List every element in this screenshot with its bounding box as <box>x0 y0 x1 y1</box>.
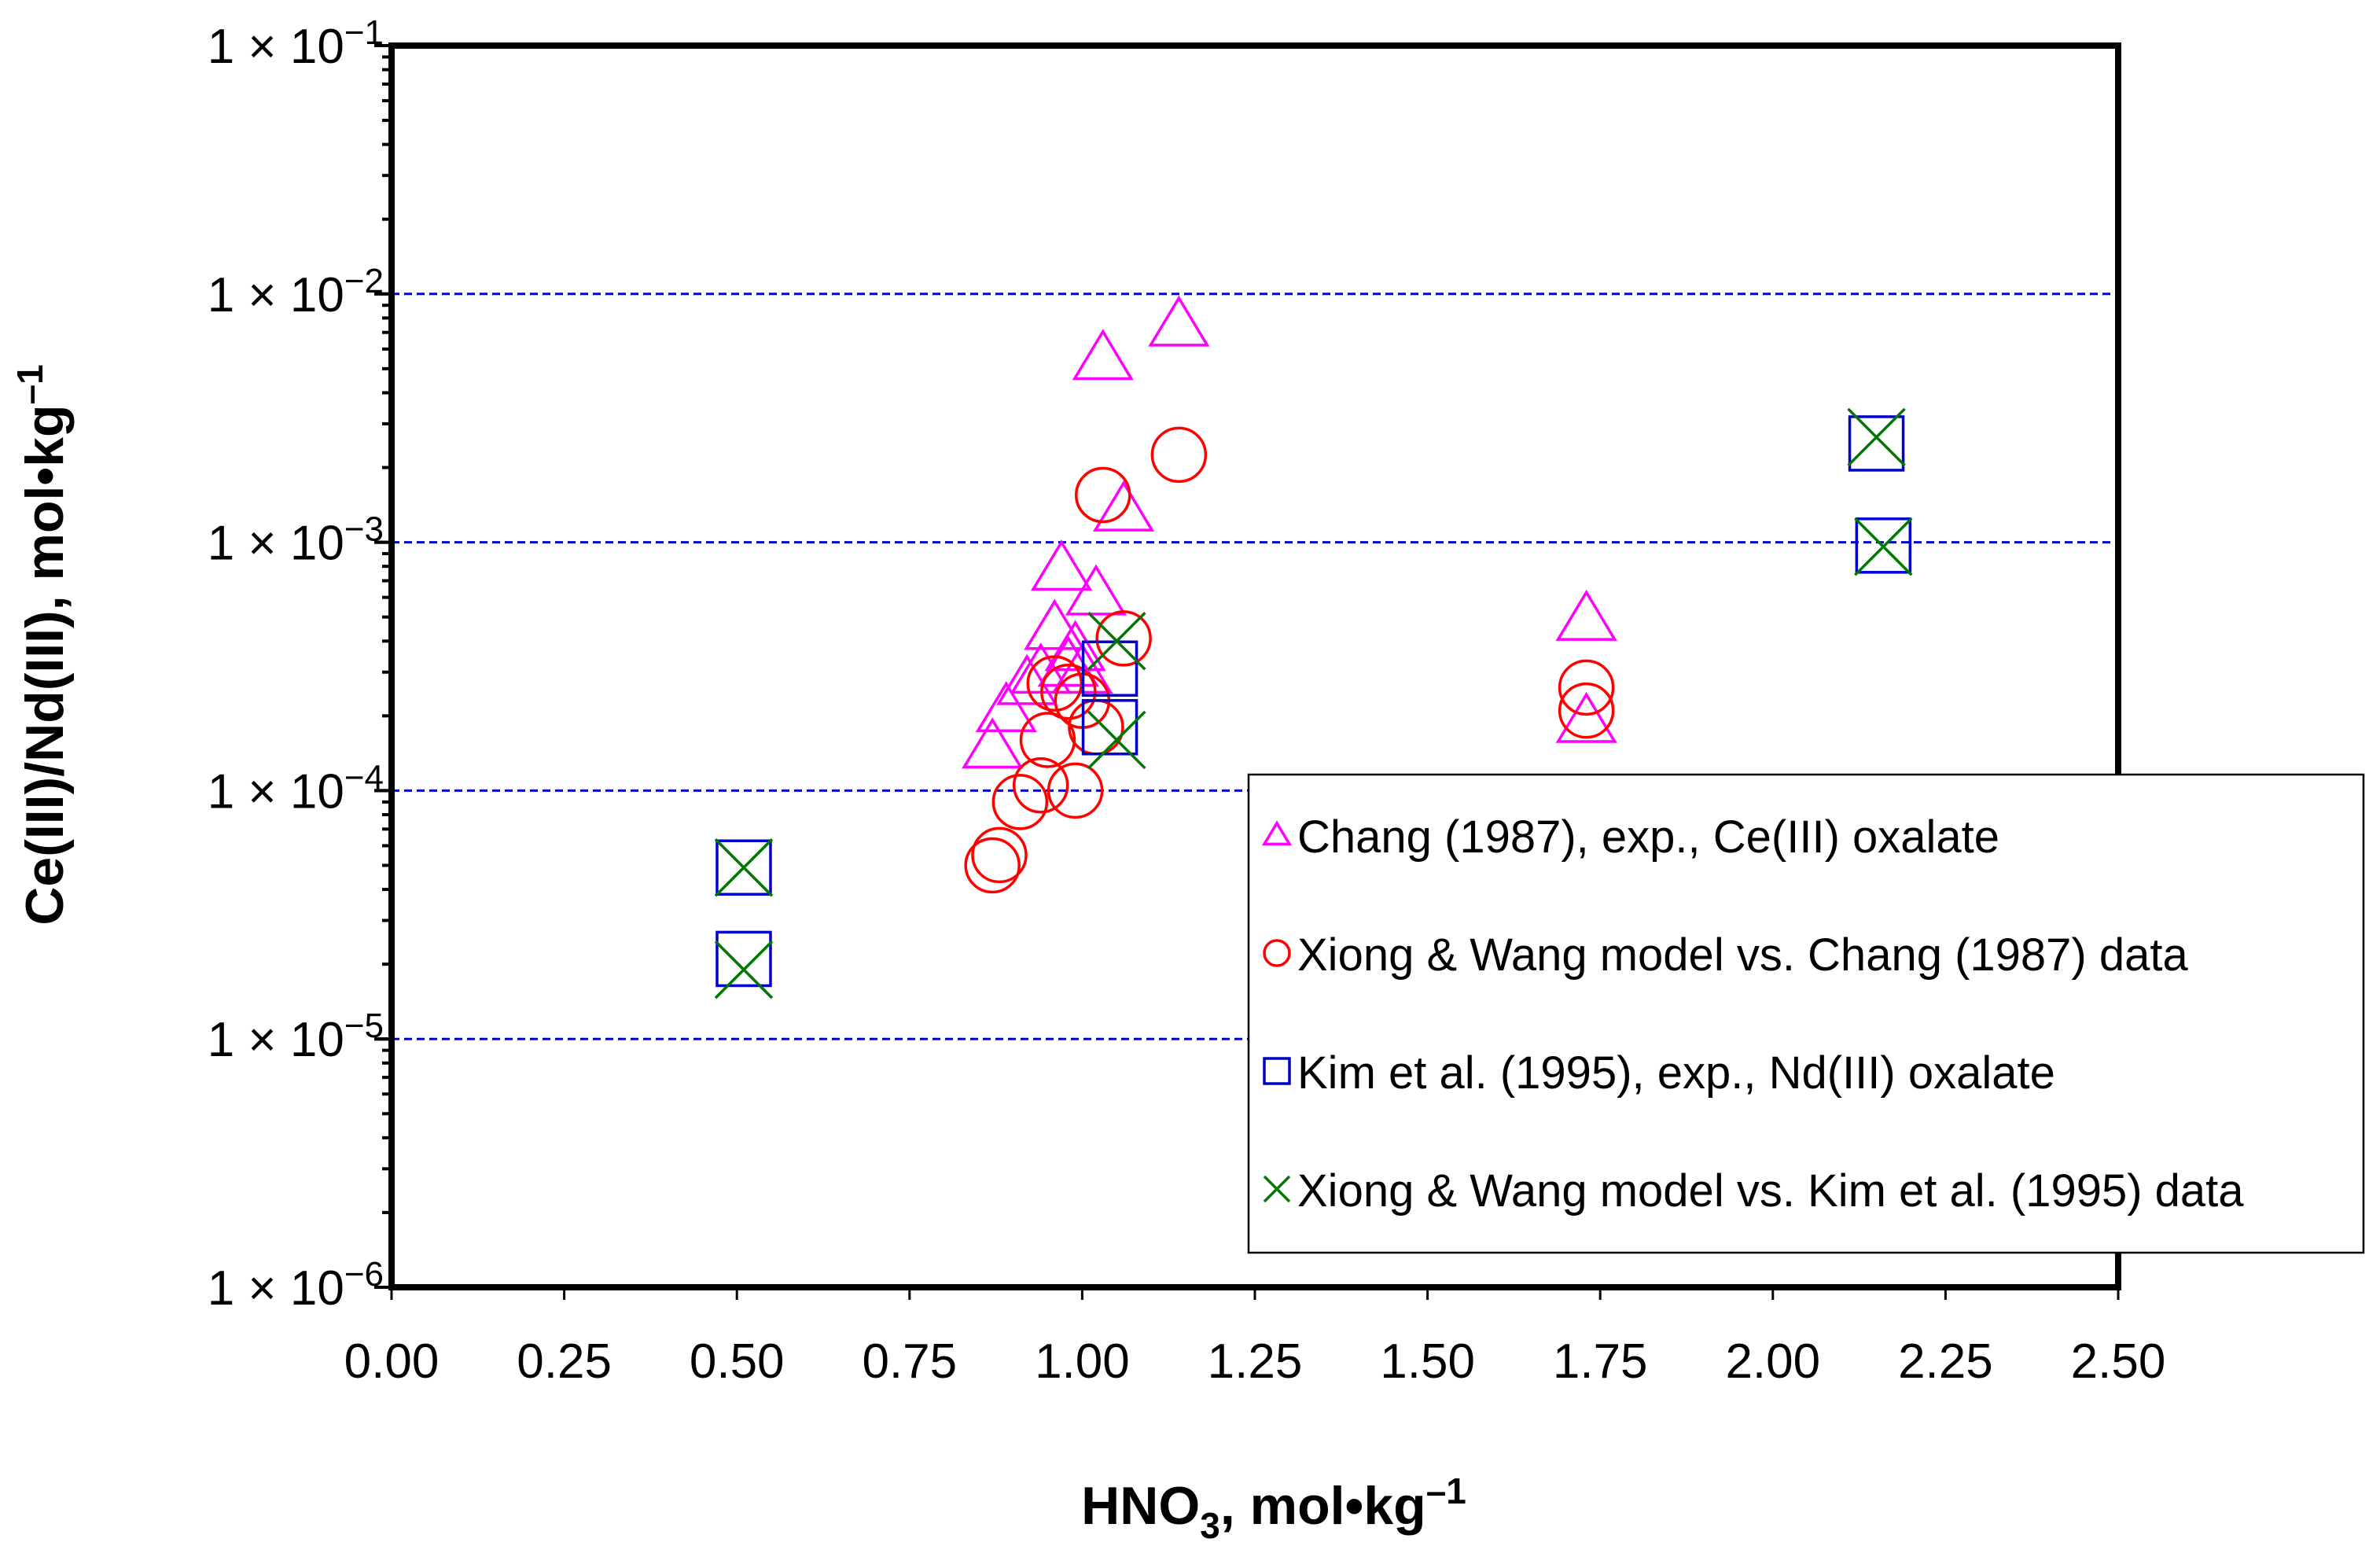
data-point-triangle <box>1044 620 1106 672</box>
y-tick-label: 1 × 10−1 <box>208 13 384 74</box>
y-axis-label: Ce(III)/Nd(III), mol•kg–1 <box>9 364 75 925</box>
x-tick-label: 2.50 <box>2071 1334 2166 1389</box>
legend-label: Kim et al. (1995), exp., Nd(III) oxalate <box>1297 1047 2055 1099</box>
data-point-circle <box>1075 466 1131 524</box>
legend-label: Chang (1987), exp., Ce(III) oxalate <box>1297 812 1999 863</box>
data-point-circle <box>1558 682 1615 739</box>
data-point-circle <box>1040 663 1097 720</box>
legend-marker-x <box>1263 1175 1291 1203</box>
data-point-square <box>1848 415 1905 472</box>
data-point-square <box>1081 640 1139 697</box>
x-tick-label: 0.50 <box>690 1334 785 1389</box>
data-point-triangle <box>1024 598 1086 650</box>
data-point-x <box>1087 612 1146 671</box>
x-tick-label: 0.00 <box>344 1334 440 1389</box>
data-point-circle <box>991 774 1049 830</box>
data-point-triangle <box>1030 539 1093 591</box>
data-point-x <box>1847 407 1906 467</box>
data-point-circle <box>1047 762 1104 819</box>
legend-label: Xiong & Wang model vs. Chang (1987) data <box>1297 929 2188 981</box>
data-point-circle <box>971 826 1028 884</box>
x-tick-label: 1.75 <box>1553 1334 1648 1389</box>
data-point-circle <box>1012 756 1069 814</box>
x-tick-label: 2.25 <box>1898 1334 1993 1389</box>
legend-box <box>1247 773 2365 1254</box>
y-tick-label: 1 × 10−6 <box>208 1255 384 1316</box>
data-point-x <box>714 838 774 897</box>
legend: Chang (1987), exp., Ce(III) oxalate Xiong… <box>1247 773 2365 1254</box>
legend-marker-square <box>1263 1057 1291 1085</box>
x-tick-labels: 0.00 0.25 0.50 0.75 1.00 1.25 1.50 1.75 2.00 2.25… <box>344 1334 2166 1389</box>
data-point-x <box>1087 710 1146 770</box>
data-point-triangle <box>1093 480 1155 532</box>
y-tick-labels: 1 × 10−1 1 × 10−2 1 × 10−3 1 × 10−4 1 × 10−5… <box>208 13 384 1316</box>
series-x <box>714 407 1913 999</box>
data-point-triangle <box>1555 691 1617 743</box>
x-axis-label: HNO3, mol•kg–1 <box>1081 1470 1466 1546</box>
y-tick-label: 1 × 10−2 <box>208 262 384 322</box>
data-point-triangle <box>1065 564 1127 616</box>
data-point-circle <box>964 837 1021 894</box>
data-points <box>714 295 1913 999</box>
y-tick-label: 1 × 10−4 <box>208 758 384 819</box>
data-point-circle <box>1558 659 1615 716</box>
y-tick-label: 1 × 10−3 <box>208 510 384 571</box>
legend-label: Xiong & Wang model vs. Kim et al. (1995)… <box>1297 1165 2244 1217</box>
x-tick-label: 1.50 <box>1380 1334 1475 1389</box>
data-point-triangle <box>962 717 1024 769</box>
x-tick-label: 1.25 <box>1208 1334 1303 1389</box>
data-point-square <box>715 930 772 988</box>
data-point-triangle <box>975 681 1037 733</box>
plot-frame <box>388 42 2121 1290</box>
y-tick-label: 1 × 10−5 <box>208 1007 384 1067</box>
x-tick-label: 2.00 <box>1725 1334 1820 1389</box>
legend-marker-triangle <box>1261 820 1293 846</box>
series-square <box>715 415 1912 988</box>
legend-marker-circle <box>1263 939 1291 967</box>
data-point-square <box>715 839 772 896</box>
x-tick-label: 1.00 <box>1035 1334 1130 1389</box>
data-point-x <box>1854 517 1913 576</box>
data-point-x <box>714 940 774 999</box>
data-point-triangle <box>1555 589 1617 641</box>
data-point-circle <box>1019 712 1076 768</box>
data-point-triangle <box>1148 295 1210 347</box>
data-point-circle <box>1150 426 1208 484</box>
data-point-square <box>1855 517 1912 574</box>
data-point-triangle <box>996 653 1058 705</box>
data-point-triangle <box>1072 329 1134 381</box>
data-point-circle <box>1095 610 1152 667</box>
data-point-square <box>1081 699 1139 756</box>
x-tick-label: 0.75 <box>862 1334 957 1389</box>
data-point-circle <box>1026 655 1083 712</box>
series-circle <box>964 426 1615 894</box>
x-tick-label: 0.25 <box>517 1334 612 1389</box>
